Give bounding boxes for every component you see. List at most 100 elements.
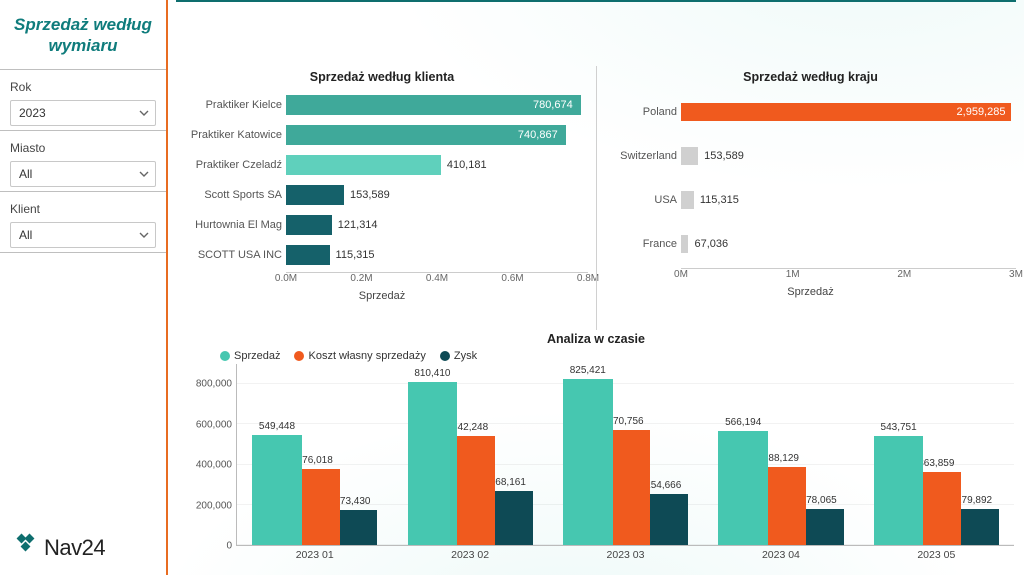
- legend-swatch: [294, 351, 304, 361]
- time-group: 549,448376,018173,4302023 01: [237, 364, 392, 545]
- hbar-row: Hurtownia El Mag121,314: [176, 210, 588, 240]
- time-bar-value-label: 810,410: [414, 368, 450, 379]
- time-group-label: 2023 01: [237, 545, 392, 561]
- filter-year-select[interactable]: 2023: [10, 100, 156, 126]
- hbar-category-label: Poland: [605, 106, 681, 118]
- hbar-category-label: France: [605, 238, 681, 250]
- axis-tick-label: 0.0M: [275, 273, 297, 284]
- hbar-category-label: Hurtownia El Mag: [176, 219, 286, 231]
- time-bar[interactable]: 566,194: [718, 431, 768, 545]
- country-chart-panel: Sprzedaż według kraju Poland 2,959,285 Swi…: [596, 66, 1024, 330]
- axis-tick-label: 0.4M: [426, 273, 448, 284]
- filter-client-value: All: [19, 228, 32, 242]
- filter-city-value: All: [19, 167, 32, 181]
- axis-tick-label: 2M: [897, 269, 911, 280]
- legend-label: Sprzedaż: [234, 350, 280, 362]
- time-bar-value-label: 566,194: [725, 417, 761, 428]
- hbar-category-label: Switzerland: [605, 150, 681, 162]
- time-group-label: 2023 05: [859, 545, 1014, 561]
- hbar-bar[interactable]: [681, 191, 694, 209]
- hbar-bar[interactable]: [286, 185, 344, 205]
- hbar-row: France 67,036: [605, 222, 1016, 266]
- hbar-category-label: Scott Sports SA: [176, 189, 286, 201]
- time-bar-value-label: 570,756: [607, 416, 643, 427]
- filter-client: Klient All: [0, 192, 166, 252]
- time-group-label: 2023 03: [548, 545, 703, 561]
- yaxis-tick-label: 800,000: [196, 379, 232, 390]
- legend-swatch: [220, 351, 230, 361]
- hbar-value-label: 153,589: [698, 150, 744, 162]
- client-chart-title: Sprzedaż według klienta: [176, 70, 588, 84]
- hbar-value-label: 153,589: [344, 189, 390, 201]
- hbar-row: Switzerland 153,589: [605, 134, 1016, 178]
- time-chart-panel: Analiza w czasie Sprzedaż Koszt własny sp…: [168, 330, 1024, 575]
- time-bar[interactable]: 543,751: [874, 436, 924, 545]
- axis-tick-label: 1M: [786, 269, 800, 280]
- legend-item[interactable]: Koszt własny sprzedaży: [294, 350, 425, 362]
- hbar-row: Poland 2,959,285: [605, 90, 1016, 134]
- filter-city: Miasto All: [0, 131, 166, 191]
- time-chart: 0200,000400,000600,000800,000 549,448376…: [178, 364, 1014, 546]
- time-group: 566,194388,129178,0652023 04: [703, 364, 858, 545]
- filter-client-label: Klient: [10, 202, 156, 216]
- hbar-bar[interactable]: [286, 245, 330, 265]
- time-group: 810,410542,248268,1612023 02: [392, 364, 547, 545]
- hbar-bar[interactable]: [681, 235, 688, 253]
- legend-item[interactable]: Zysk: [440, 350, 477, 362]
- legend-item[interactable]: Sprzedaż: [220, 350, 280, 362]
- time-bar-value-label: 549,448: [259, 421, 295, 432]
- client-chart: Praktiker Kielce780,674Praktiker Katowic…: [176, 90, 588, 302]
- hbar-value-label: 780,674: [533, 99, 581, 111]
- hbar-row: Praktiker Katowice 740,867: [176, 120, 588, 150]
- axis-tick-label: 0.2M: [350, 273, 372, 284]
- hbar-bar[interactable]: [286, 155, 441, 175]
- country-chart: Poland 2,959,285 Switzerland 153,589 USA115,…: [605, 90, 1016, 298]
- time-bar[interactable]: 825,421: [563, 379, 613, 545]
- yaxis-tick-label: 400,000: [196, 460, 232, 471]
- time-bar-value-label: 254,666: [645, 480, 681, 491]
- time-bar-value-label: 178,065: [801, 495, 837, 506]
- hbar-row: USA115,315: [605, 178, 1016, 222]
- time-bar[interactable]: 810,410: [408, 382, 458, 545]
- filter-year: Rok 2023: [0, 70, 166, 130]
- time-bar-value-label: 179,892: [956, 495, 992, 506]
- axis-tick-label: 0M: [674, 269, 688, 280]
- page-title-block: Sprzedaż według wymiaru: [0, 0, 166, 69]
- time-group: 543,751363,859179,8922023 05: [859, 364, 1014, 545]
- hbar-bar[interactable]: [286, 215, 332, 235]
- time-bar-value-label: 388,129: [763, 453, 799, 464]
- filter-year-value: 2023: [19, 106, 46, 120]
- hbar-value-label: 115,315: [330, 249, 375, 261]
- chevron-down-icon: [139, 230, 149, 240]
- hbar-row: SCOTT USA INC115,315: [176, 240, 588, 270]
- filter-year-label: Rok: [10, 80, 156, 94]
- time-chart-yaxis: 0200,000400,000600,000800,000: [178, 364, 236, 546]
- sidebar: Sprzedaż według wymiaru Rok 2023 Miasto …: [0, 0, 168, 575]
- hbar-value-label: 67,036: [688, 238, 728, 250]
- filter-city-select[interactable]: All: [10, 161, 156, 187]
- filter-city-label: Miasto: [10, 141, 156, 155]
- hbar-category-label: Praktiker Katowice: [176, 129, 286, 141]
- hbar-value-label: 115,315: [694, 194, 739, 206]
- page-title: Sprzedaż według wymiaru: [8, 14, 158, 57]
- legend-label: Koszt własny sprzedaży: [308, 350, 425, 362]
- filter-client-select[interactable]: All: [10, 222, 156, 248]
- time-bar-value-label: 268,161: [490, 477, 526, 488]
- time-bar-value-label: 825,421: [570, 365, 606, 376]
- time-group-label: 2023 02: [392, 545, 547, 561]
- time-bar[interactable]: 549,448: [252, 435, 302, 546]
- time-bar-value-label: 173,430: [334, 496, 370, 507]
- hbar-value-label: 2,959,285: [957, 106, 1012, 118]
- time-bar-value-label: 363,859: [918, 458, 954, 469]
- time-chart-title: Analiza w czasie: [178, 332, 1014, 346]
- axis-title: Sprzedaż: [176, 290, 588, 302]
- yaxis-tick-label: 0: [226, 541, 232, 552]
- hbar-row: Scott Sports SA 153,589: [176, 180, 588, 210]
- hbar-bar[interactable]: [681, 147, 698, 165]
- axis-tick-label: 0.6M: [501, 273, 523, 284]
- hbar-value-label: 740,867: [518, 129, 566, 141]
- country-chart-title: Sprzedaż według kraju: [605, 70, 1016, 84]
- yaxis-tick-label: 600,000: [196, 419, 232, 430]
- brand-logo-icon: [14, 533, 40, 555]
- hbar-row: Praktiker Kielce780,674: [176, 90, 588, 120]
